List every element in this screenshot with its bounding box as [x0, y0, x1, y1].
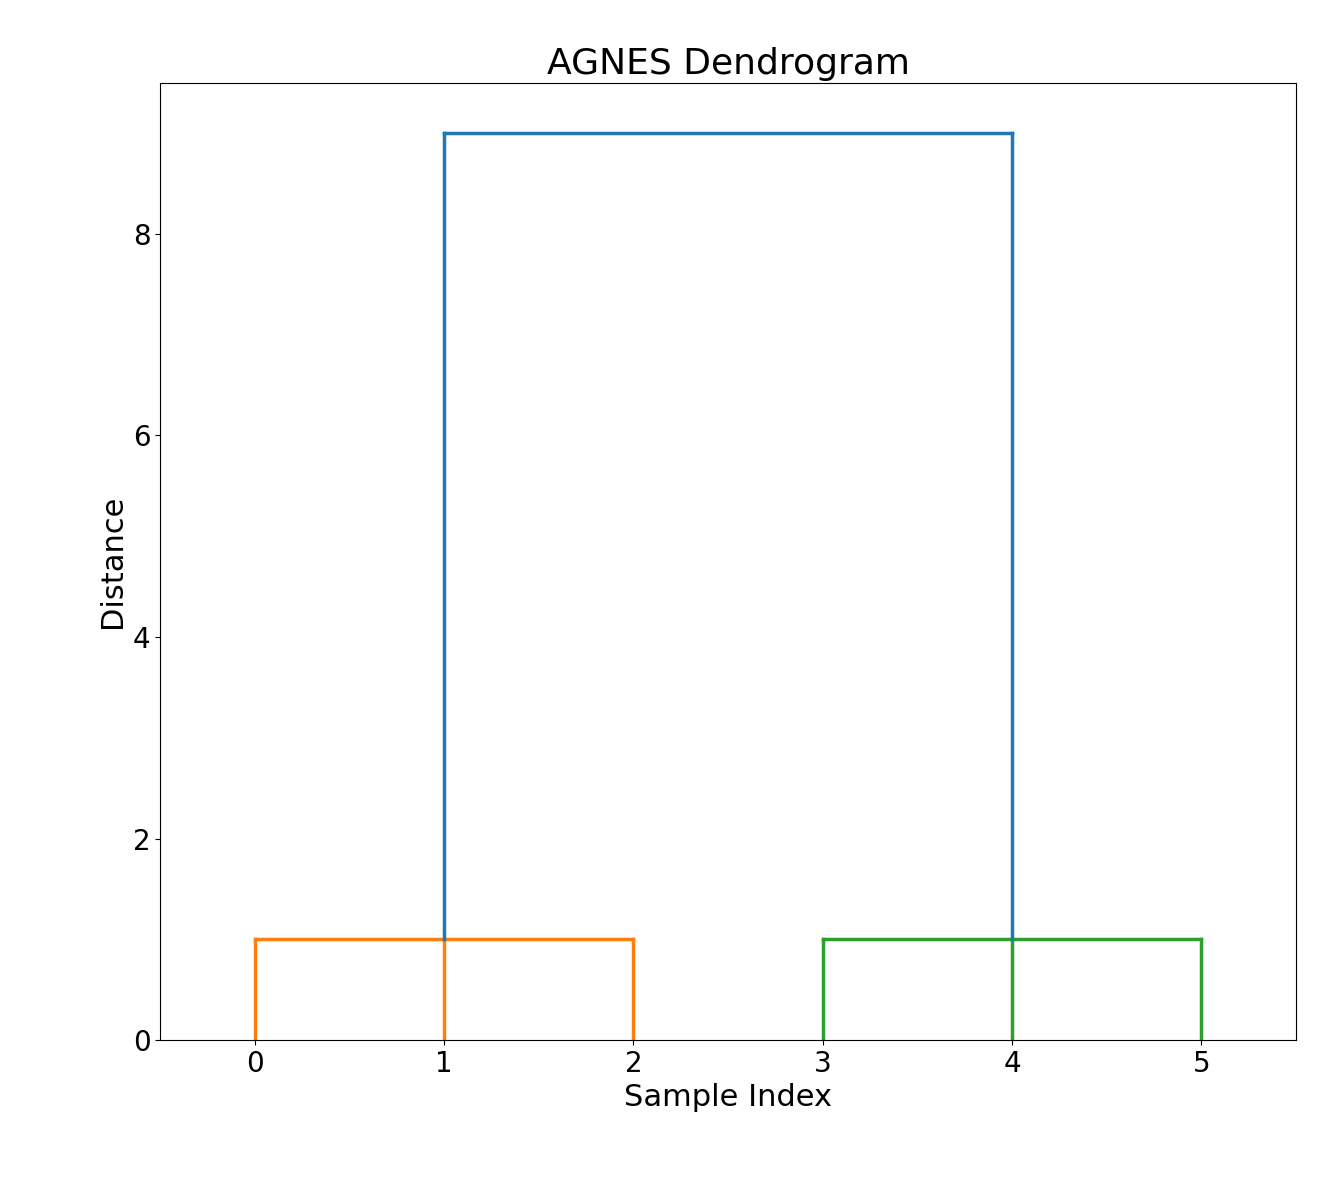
Y-axis label: Distance: Distance — [99, 495, 127, 628]
Title: AGNES Dendrogram: AGNES Dendrogram — [546, 47, 910, 82]
X-axis label: Sample Index: Sample Index — [624, 1084, 832, 1112]
